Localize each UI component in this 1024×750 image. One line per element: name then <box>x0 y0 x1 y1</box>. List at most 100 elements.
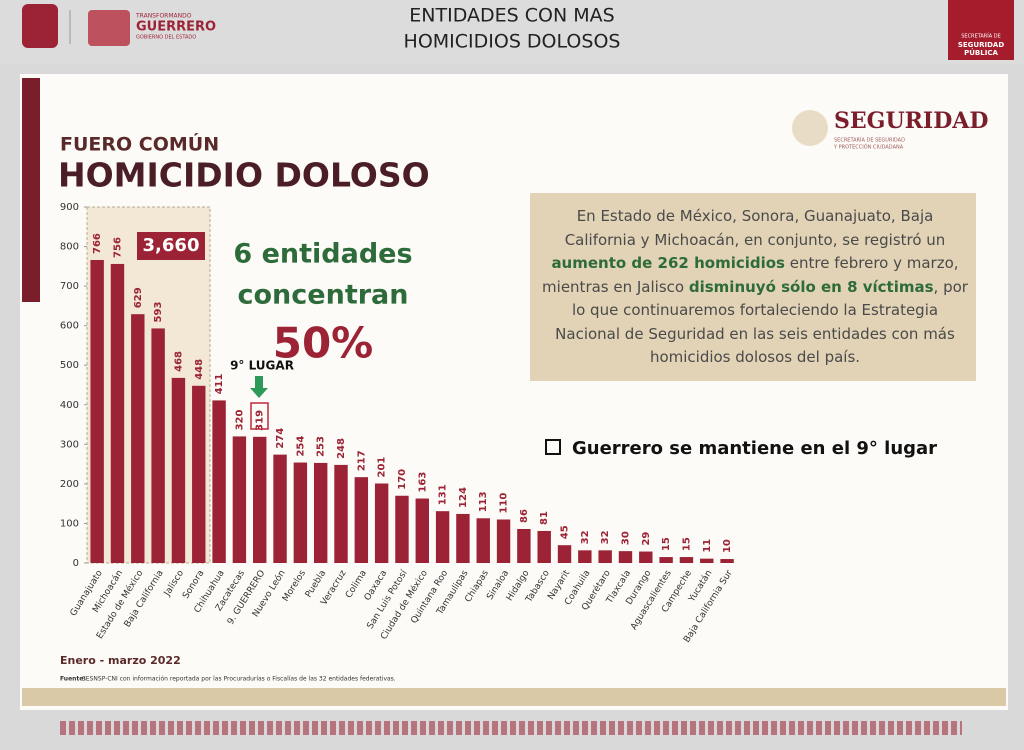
brand-sub: Y PROTECCIÓN CIUDADANA <box>833 144 904 151</box>
bullet: Guerrero se mantiene en el 9° lugar <box>572 438 937 459</box>
data-label: 110 <box>499 493 510 514</box>
brand-emblem <box>792 110 828 146</box>
bar <box>435 511 450 563</box>
bar <box>578 550 592 563</box>
header-title: HOMICIDIOS DOLOSOS <box>404 31 621 53</box>
rank-outline <box>250 402 269 430</box>
paragraph-text: En Estado de México, Sonora, Guanajuato,… <box>564 207 946 249</box>
bar <box>659 557 673 563</box>
callout: concentran <box>238 280 409 311</box>
y-tick-label: 700 <box>60 281 79 292</box>
data-label: 629 <box>133 287 144 308</box>
bar <box>273 454 287 563</box>
footer-bar <box>22 688 1006 706</box>
bar <box>639 551 653 563</box>
ssp-text: SEGURIDAD <box>958 41 1004 49</box>
data-label: 319 <box>255 410 266 431</box>
y-tick-label: 200 <box>60 479 79 490</box>
bar <box>618 551 633 563</box>
paragraph-text: entre febrero y marzo, mientras en Jalis… <box>542 254 959 296</box>
bar <box>171 377 186 563</box>
data-label: 131 <box>438 484 449 505</box>
data-label: 29 <box>641 532 652 546</box>
bar <box>212 400 226 563</box>
bar <box>557 545 572 563</box>
bar <box>700 558 714 563</box>
data-label: 274 <box>275 428 286 449</box>
bar <box>110 263 125 563</box>
data-label: 766 <box>92 233 103 254</box>
rank-note: 9° LUGAR <box>230 359 294 373</box>
data-label: 15 <box>681 537 692 551</box>
data-label: 201 <box>377 457 388 478</box>
callout: 6 entidades <box>233 239 412 270</box>
data-label: 756 <box>112 237 123 258</box>
data-label: 32 <box>580 530 591 544</box>
bar <box>395 495 409 563</box>
bar <box>293 462 308 563</box>
y-tick-label: 900 <box>60 202 79 213</box>
headline: HOMICIDIO DOLOSO <box>58 156 430 195</box>
guerrero-logo-icon <box>88 10 130 46</box>
bar <box>720 559 734 563</box>
bar <box>415 498 429 563</box>
state-seal <box>22 4 58 48</box>
header-title: ENTIDADES CON MAS <box>409 5 614 27</box>
bar <box>151 328 165 563</box>
paragraph: En Estado de México, Sonora, Guanajuato,… <box>540 205 970 370</box>
paragraph-text: , por lo que continuaremos fortaleciendo… <box>555 277 968 367</box>
paragraph-emphasis: aumento de 262 homicidios <box>551 254 785 272</box>
source: SESNSP-CNI con información reportada por… <box>82 676 396 683</box>
data-label: 10 <box>722 539 733 553</box>
data-label: 86 <box>519 509 530 523</box>
header-bar <box>0 0 1024 64</box>
bar <box>131 314 145 563</box>
bar <box>679 557 694 563</box>
bar <box>476 518 490 563</box>
y-tick-label: 300 <box>60 439 79 450</box>
data-label: 411 <box>214 374 225 395</box>
ssp-text: SECRETARÍA DE <box>961 33 1001 40</box>
bar <box>232 436 247 563</box>
bar <box>517 528 531 563</box>
bar <box>334 464 348 563</box>
rank-arrow <box>250 376 268 398</box>
bar <box>192 385 206 563</box>
data-label: 11 <box>702 539 713 553</box>
bar <box>354 477 369 563</box>
source-label: Fuente: <box>60 676 86 683</box>
bar <box>456 513 470 563</box>
data-label: 45 <box>560 525 571 539</box>
logo-text: GOBIERNO DEL ESTADO <box>136 35 196 41</box>
data-label: 163 <box>417 472 428 493</box>
text-box <box>530 193 976 381</box>
kicker: FUERO COMÚN <box>60 132 219 156</box>
data-label: 170 <box>397 469 408 490</box>
checkbox <box>545 439 561 455</box>
data-label: 113 <box>478 491 489 512</box>
data-label: 320 <box>234 410 245 431</box>
brand-sub: SECRETARÍA DE SEGURIDAD <box>834 137 905 144</box>
y-tick-label: 500 <box>60 360 79 371</box>
bar <box>537 530 551 563</box>
bar <box>313 462 328 563</box>
data-label: 448 <box>194 359 205 380</box>
ssp-logo <box>948 0 1014 60</box>
data-label: 124 <box>458 487 469 508</box>
logo-text: TRANSFORMANDO <box>135 13 192 20</box>
brand: SEGURIDAD <box>834 108 988 134</box>
data-label: 30 <box>620 531 631 545</box>
highlight-box <box>86 206 211 564</box>
data-label: 81 <box>539 511 550 525</box>
bar <box>253 436 267 563</box>
bar <box>598 550 612 563</box>
data-label: 15 <box>661 537 672 551</box>
bar <box>90 260 104 563</box>
callout-pct: 50% <box>273 319 374 368</box>
logo-text: GUERRERO <box>136 20 216 35</box>
total-box <box>137 232 205 260</box>
y-tick-label: 400 <box>60 400 79 411</box>
ssp-text: PÚBLICA <box>964 48 998 57</box>
y-tick-label: 100 <box>60 518 79 529</box>
